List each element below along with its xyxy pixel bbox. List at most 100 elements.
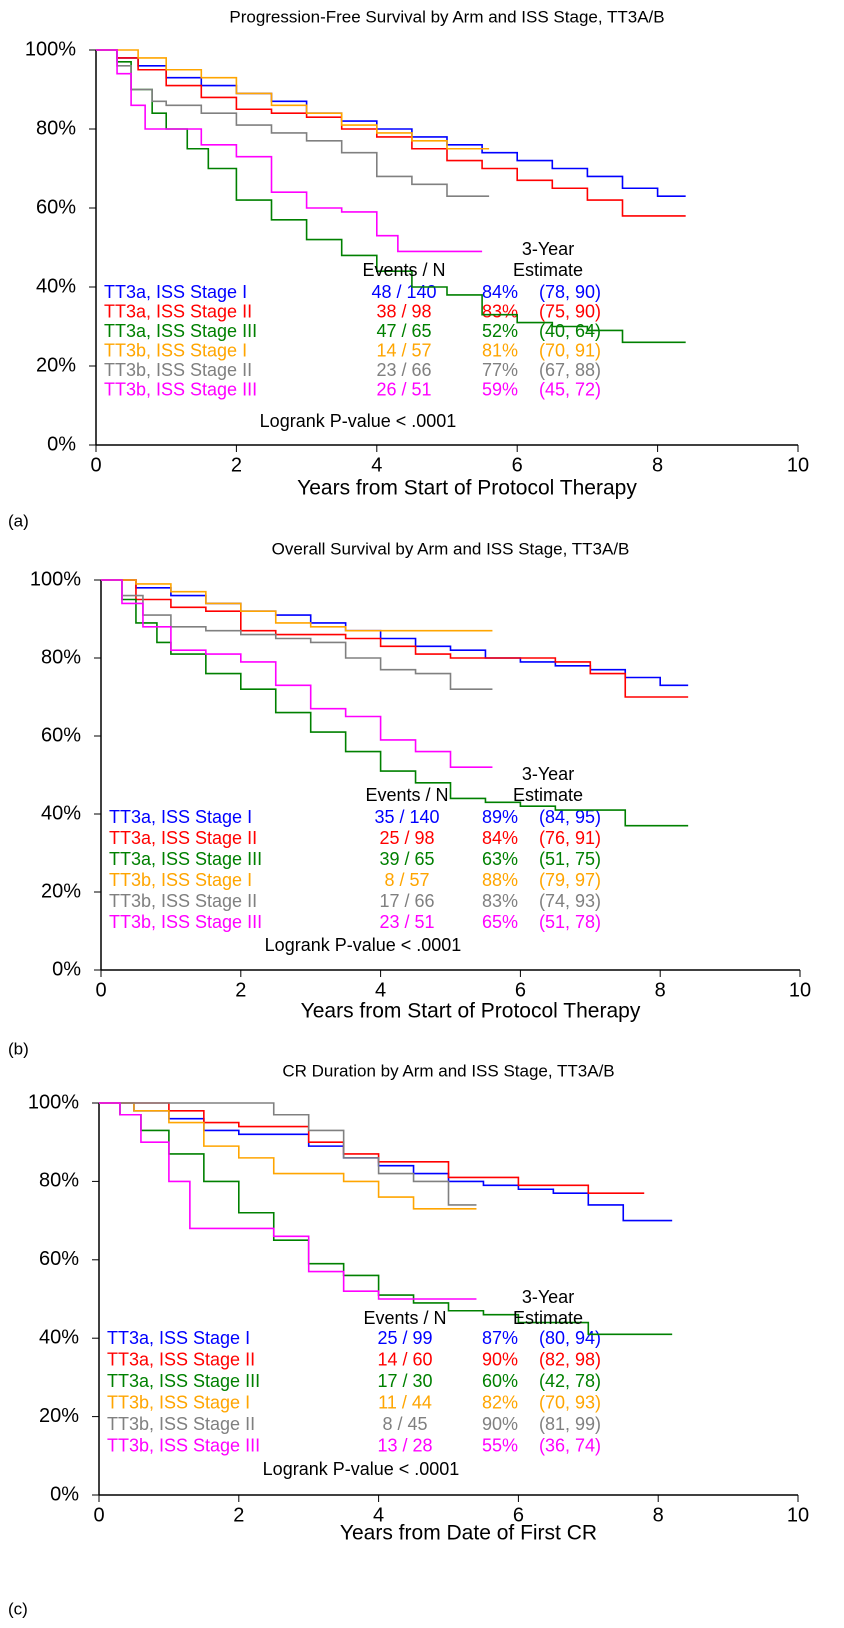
estimate-cell: 89%	[482, 807, 518, 827]
chart-title: Progression-Free Survival by Arm and ISS…	[229, 7, 664, 26]
estimate-cell: 83%	[482, 891, 518, 911]
estimate-cell: 82%	[482, 1392, 518, 1412]
ci-cell: (80, 94)	[539, 1328, 601, 1348]
events-cell: 11 / 44	[378, 1392, 432, 1412]
ci-cell: (84, 95)	[539, 807, 601, 827]
x-tick-label: 0	[90, 454, 101, 476]
y-tick-label: 0%	[47, 433, 76, 455]
legend-entry: TT3a, ISS Stage III	[104, 321, 257, 341]
events-cell: 23 / 66	[376, 360, 431, 380]
x-tick-label: 4	[375, 979, 386, 1001]
table-header: Estimate	[513, 785, 583, 805]
ci-cell: (76, 91)	[539, 828, 601, 848]
table-header: Estimate	[513, 260, 583, 280]
estimate-cell: 81%	[482, 340, 518, 360]
survival-curve	[96, 49, 490, 150]
legend-entry: TT3b, ISS Stage III	[109, 912, 262, 932]
events-cell: 8 / 57	[384, 870, 429, 890]
x-tick-label: 6	[513, 1504, 524, 1526]
estimate-cell: 77%	[482, 360, 518, 380]
survival-curve	[99, 1102, 477, 1300]
y-tick-label: 40%	[36, 275, 76, 297]
table-header: Estimate	[513, 1308, 583, 1328]
estimate-cell: 63%	[482, 849, 518, 869]
y-tick-label: 40%	[41, 802, 81, 824]
legend-entry: TT3b, ISS Stage I	[107, 1392, 250, 1412]
events-cell: 26 / 51	[376, 379, 431, 399]
legend-entry: TT3b, ISS Stage II	[109, 891, 257, 911]
x-tick-label: 4	[373, 1504, 384, 1526]
y-tick-label: 60%	[41, 724, 81, 746]
table-header: Events / N	[362, 260, 445, 280]
estimate-cell: 84%	[482, 828, 518, 848]
legend-entry: TT3b, ISS Stage III	[107, 1435, 260, 1455]
legend-entry: TT3a, ISS Stage II	[104, 301, 252, 321]
ci-cell: (70, 93)	[539, 1392, 601, 1412]
panel-label: (a)	[8, 511, 29, 530]
estimate-cell: 52%	[482, 321, 518, 341]
x-tick-label: 0	[93, 1504, 104, 1526]
legend-entry: TT3b, ISS Stage II	[107, 1414, 255, 1434]
ci-cell: (74, 93)	[539, 891, 601, 911]
panel-label: (b)	[8, 1039, 29, 1058]
y-tick-label: 20%	[39, 1405, 79, 1427]
x-tick-label: 6	[512, 454, 523, 476]
survival-curve	[96, 49, 686, 344]
survival-curve	[99, 1102, 477, 1206]
ci-cell: (45, 72)	[539, 379, 601, 399]
x-tick-label: 8	[653, 1504, 664, 1526]
x-tick-label: 10	[787, 1504, 809, 1526]
chart-title: CR Duration by Arm and ISS Stage, TT3A/B	[282, 1061, 614, 1080]
ci-cell: (78, 90)	[539, 282, 601, 302]
chart-title: Overall Survival by Arm and ISS Stage, T…	[272, 539, 630, 558]
survival-curve	[99, 1102, 673, 1336]
legend-entry: TT3a, ISS Stage I	[109, 807, 252, 827]
events-cell: 48 / 140	[371, 282, 436, 302]
annotation: Logrank P-value < .0001	[260, 411, 457, 431]
survival-curve	[99, 1102, 477, 1210]
events-cell: 39 / 65	[379, 849, 434, 869]
x-tick-label: 8	[655, 979, 666, 1001]
ci-cell: (67, 88)	[539, 360, 601, 380]
estimate-cell: 84%	[482, 282, 518, 302]
annotation: Logrank P-value < .0001	[265, 935, 462, 955]
estimate-cell: 59%	[482, 379, 518, 399]
x-axis-label: Years from Start of Protocol Therapy	[297, 477, 637, 500]
survival-curve	[96, 49, 490, 197]
events-cell: 35 / 140	[374, 807, 439, 827]
events-cell: 25 / 98	[379, 828, 434, 848]
legend-entry: TT3a, ISS Stage I	[107, 1328, 250, 1348]
x-tick-label: 4	[371, 454, 382, 476]
y-tick-label: 20%	[36, 354, 76, 376]
table-header: 3-Year	[522, 764, 574, 784]
y-tick-label: 40%	[39, 1326, 79, 1348]
y-tick-label: 60%	[39, 1248, 79, 1270]
events-cell: 17 / 30	[377, 1371, 432, 1391]
x-tick-label: 10	[789, 979, 811, 1001]
y-tick-label: 0%	[50, 1483, 79, 1505]
events-cell: 23 / 51	[379, 912, 434, 932]
events-cell: 13 / 28	[377, 1435, 432, 1455]
table-header: Events / N	[365, 785, 448, 805]
events-cell: 14 / 57	[376, 340, 431, 360]
x-tick-label: 0	[95, 979, 106, 1001]
legend-entry: TT3a, ISS Stage II	[107, 1349, 255, 1369]
ci-cell: (81, 99)	[539, 1414, 601, 1434]
y-tick-label: 100%	[28, 1091, 79, 1113]
table-header: 3-Year	[522, 1287, 574, 1307]
x-tick-label: 8	[652, 454, 663, 476]
survival-curve	[101, 579, 493, 632]
ci-cell: (51, 78)	[539, 912, 601, 932]
survival-curve	[96, 49, 483, 253]
events-cell: 38 / 98	[376, 301, 431, 321]
survival-curve	[99, 1102, 645, 1194]
y-tick-label: 20%	[41, 880, 81, 902]
legend-entry: TT3a, ISS Stage II	[109, 828, 257, 848]
y-tick-label: 100%	[25, 38, 76, 60]
x-tick-label: 2	[233, 1504, 244, 1526]
survival-curve	[101, 579, 689, 698]
y-tick-label: 80%	[39, 1170, 79, 1192]
annotation: Logrank P-value < .0001	[263, 1459, 460, 1479]
